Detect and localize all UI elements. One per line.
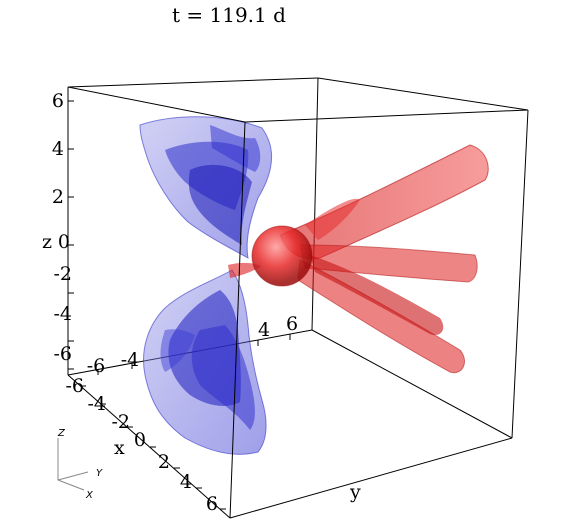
x-tick-label: 2 <box>158 451 170 473</box>
z-tick-label: 2 <box>52 186 64 208</box>
x-axis-label: x <box>114 437 125 459</box>
x-tick-label: -2 <box>111 411 130 433</box>
box-edge <box>67 77 319 88</box>
triad-x-label: X <box>85 490 94 501</box>
box-edge <box>229 121 246 519</box>
z-tick-label: 0 <box>58 231 70 253</box>
tick-marks <box>68 100 291 510</box>
triad-z-label: Z <box>57 428 66 439</box>
x-tick-label: -6 <box>65 375 84 397</box>
y-tick-label: 6 <box>286 313 298 335</box>
y-axis-label: y <box>349 481 361 503</box>
x-tick-label: -4 <box>87 393 106 415</box>
z-tick-labels: 6 4 2 0 -2 -4 -6 <box>52 90 72 365</box>
z-tick-label: -2 <box>53 263 72 285</box>
box-edge <box>229 437 513 519</box>
box-edge <box>317 77 529 111</box>
y-tick-label: 4 <box>258 319 270 341</box>
x-tick-label: 0 <box>134 429 146 451</box>
x-tick-labels: -6 -4 -2 0 2 4 6 <box>65 375 218 515</box>
blue-surface-upper <box>139 116 273 259</box>
z-tick-label: -6 <box>53 343 72 365</box>
x-tick-label: 6 <box>206 493 218 515</box>
y-tick-label: -4 <box>121 349 140 371</box>
bounding-box-front <box>67 86 529 519</box>
blue-surface-lower <box>143 269 267 455</box>
y-tick-label: -6 <box>87 355 106 377</box>
red-central-sphere <box>251 225 313 287</box>
x-tick-label: 4 <box>180 471 192 493</box>
plot-title: t = 119.1 d <box>172 3 286 27</box>
box-edge <box>67 86 246 123</box>
z-axis-label: z <box>42 231 52 253</box>
triad-y-label: Y <box>96 468 103 479</box>
z-tick-label: 6 <box>52 90 64 112</box>
box-edge <box>244 109 529 123</box>
box-edge <box>511 109 529 439</box>
box-edge <box>67 374 231 519</box>
z-tick-label: 4 <box>52 138 64 160</box>
triad-y-line <box>57 471 89 481</box>
red-surface-jet <box>228 144 489 374</box>
triad-x-line <box>57 479 85 491</box>
box-edge <box>311 329 513 439</box>
y-tick-labels: -6 -4 4 6 <box>87 313 298 377</box>
orientation-triad: Z Y X <box>57 428 103 501</box>
z-tick-label: -4 <box>53 303 72 325</box>
